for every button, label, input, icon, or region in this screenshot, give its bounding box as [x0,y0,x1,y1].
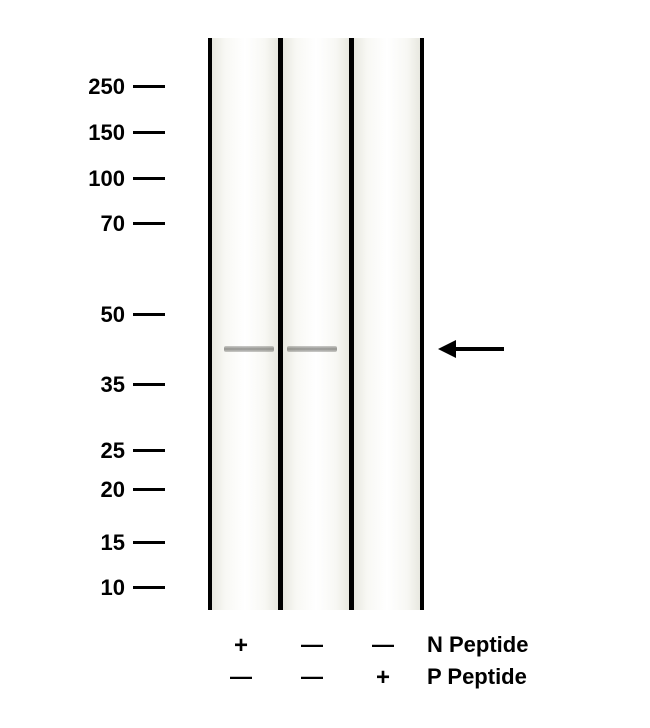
p-peptide-label: P Peptide [427,664,527,690]
western-blot-figure: 250 150 100 70 50 35 25 20 15 10 [0,0,650,728]
mw-label-35: 35 [55,372,125,398]
mw-label-25: 25 [55,438,125,464]
arrow-shaft [452,347,504,351]
lane-1 [212,38,278,610]
mw-tick [133,541,165,544]
mw-tick [133,177,165,180]
band-lane-2 [287,346,337,352]
lane-2 [283,38,349,610]
p-peptide-lane3-symbol: + [368,664,398,692]
mw-tick [133,449,165,452]
n-peptide-lane2-symbol: — [297,632,327,658]
n-peptide-lane3-symbol: — [368,632,398,658]
lane-3 [354,38,420,610]
mw-tick [133,383,165,386]
p-peptide-lane1-symbol: — [226,664,256,690]
mw-tick [133,131,165,134]
mw-label-250: 250 [55,74,125,100]
gel-border-right [420,38,424,610]
mw-label-10: 10 [55,575,125,601]
mw-tick [133,488,165,491]
mw-label-150: 150 [55,120,125,146]
mw-label-15: 15 [55,530,125,556]
mw-tick [133,313,165,316]
mw-tick [133,222,165,225]
p-peptide-lane2-symbol: — [297,664,327,690]
mw-tick [133,85,165,88]
band-lane-1 [224,346,274,352]
n-peptide-lane1-symbol: + [226,632,256,660]
mw-tick [133,586,165,589]
mw-label-70: 70 [55,211,125,237]
mw-label-20: 20 [55,477,125,503]
mw-label-50: 50 [55,302,125,328]
n-peptide-label: N Peptide [427,632,528,658]
mw-label-100: 100 [55,166,125,192]
